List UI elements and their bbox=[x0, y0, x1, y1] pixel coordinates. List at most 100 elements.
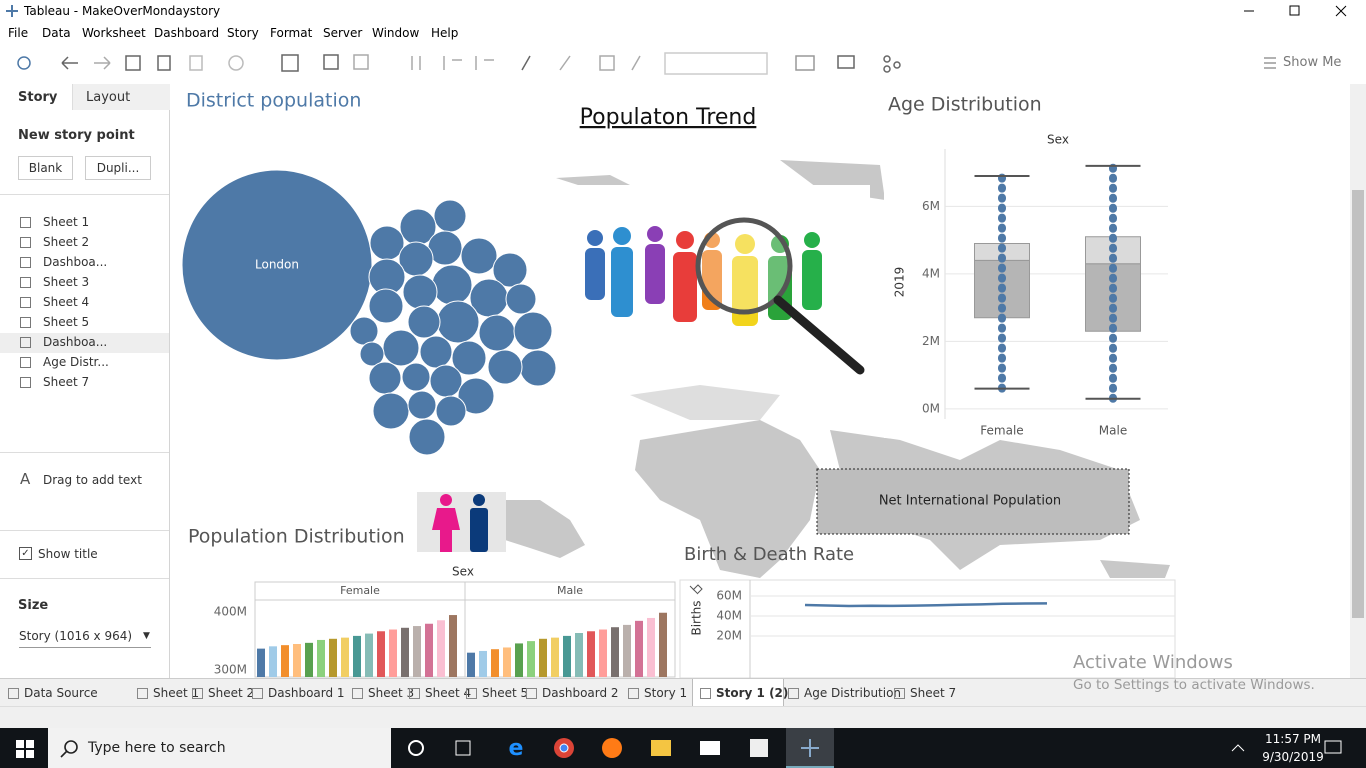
bar bbox=[413, 626, 421, 677]
bar bbox=[587, 631, 595, 677]
y-axis-title: 2019 bbox=[893, 267, 907, 298]
sheet-tab[interactable]: Dashboard 1 bbox=[268, 686, 345, 700]
map-shape bbox=[635, 420, 820, 578]
status-bar bbox=[0, 706, 1366, 729]
drag-to-add-text[interactable]: Drag to add text bbox=[43, 473, 142, 487]
magnifier-lens bbox=[695, 217, 793, 315]
bubble bbox=[401, 362, 431, 392]
size-label: Size bbox=[18, 598, 49, 613]
start-button[interactable] bbox=[16, 740, 34, 758]
map-shape bbox=[505, 500, 585, 558]
layout-tab-bg bbox=[72, 84, 170, 110]
bar bbox=[575, 633, 583, 677]
bubble bbox=[359, 341, 385, 367]
sheet-icon bbox=[20, 237, 31, 248]
story-tab[interactable]: Story bbox=[18, 90, 58, 105]
story-panel: Story Layout New story point Blank Dupli… bbox=[0, 84, 170, 678]
bubble bbox=[368, 288, 404, 324]
sheet-tab[interactable]: Sheet 3 bbox=[368, 686, 415, 700]
bar bbox=[341, 637, 349, 677]
notifications[interactable] bbox=[1323, 738, 1343, 758]
sheet-tab[interactable]: Age Distribution bbox=[804, 686, 902, 700]
scrollbar[interactable] bbox=[1350, 84, 1366, 678]
sheet-tab[interactable]: Sheet 2 bbox=[208, 686, 255, 700]
menu-item[interactable]: Format bbox=[270, 26, 313, 40]
bar bbox=[329, 638, 337, 677]
sheet-item[interactable]: Sheet 2 bbox=[43, 235, 90, 249]
sheet-tab[interactable]: Sheet 4 bbox=[425, 686, 472, 700]
sheet-item[interactable]: Sheet 1 bbox=[43, 215, 90, 229]
sheet-tab[interactable]: Data Source bbox=[24, 686, 98, 700]
dropdown-arrow[interactable]: ▼ bbox=[143, 631, 150, 641]
toolbar-icons[interactable] bbox=[0, 44, 1366, 84]
sheet-item[interactable]: Sheet 5 bbox=[43, 315, 90, 329]
bubble-label: London bbox=[255, 258, 299, 272]
bar bbox=[281, 645, 289, 677]
tab-icon bbox=[788, 688, 799, 699]
bubble bbox=[407, 305, 441, 339]
sheet-item[interactable]: Dashboa... bbox=[43, 255, 108, 269]
sheet-item[interactable]: Age Distr... bbox=[43, 355, 109, 369]
search-box[interactable] bbox=[48, 728, 391, 768]
menu-item[interactable]: Worksheet bbox=[82, 26, 146, 40]
magnifier-handle bbox=[773, 295, 865, 375]
menu-item[interactable]: Server bbox=[323, 26, 363, 40]
tray-chevron[interactable] bbox=[1228, 740, 1248, 756]
chart-frame bbox=[679, 579, 1176, 678]
sheet-tab[interactable]: Sheet 1 bbox=[153, 686, 200, 700]
size-dropdown[interactable]: Story (1016 x 964) bbox=[19, 629, 151, 648]
duplicate-button[interactable]: Dupli... bbox=[85, 156, 151, 180]
sheet-tab[interactable]: Story 1 bbox=[644, 686, 688, 700]
bubble bbox=[429, 364, 463, 398]
tab-icon bbox=[409, 688, 420, 699]
bubble bbox=[368, 361, 402, 395]
menu-item[interactable]: Data bbox=[42, 26, 71, 40]
bar bbox=[305, 642, 313, 677]
sheet-tab[interactable]: Dashboard 2 bbox=[542, 686, 619, 700]
blank-button[interactable]: Blank bbox=[18, 156, 73, 180]
menu-item[interactable]: Help bbox=[431, 26, 459, 40]
menu-item[interactable]: Dashboard bbox=[154, 26, 220, 40]
menu-item[interactable]: Window bbox=[372, 26, 420, 40]
bubble bbox=[451, 340, 487, 376]
menu-item[interactable]: File bbox=[8, 26, 29, 40]
x-axis-title: Sex bbox=[452, 565, 474, 579]
show-title-label: Show title bbox=[38, 547, 98, 561]
net-international-box[interactable] bbox=[816, 468, 1130, 535]
bar bbox=[659, 612, 667, 677]
layout-tab[interactable]: Layout bbox=[86, 90, 131, 105]
bar bbox=[503, 647, 511, 677]
story-title: Populaton Trend bbox=[580, 105, 757, 130]
y-tick-label: 4M bbox=[922, 266, 940, 280]
map-shape bbox=[1100, 560, 1170, 578]
menu-item[interactable]: Story bbox=[227, 26, 259, 40]
pin-icon[interactable] bbox=[689, 584, 703, 595]
bubble bbox=[407, 390, 437, 420]
clock-date: 9/30/2019 bbox=[1262, 750, 1324, 764]
scroll-thumb[interactable] bbox=[1352, 190, 1364, 618]
sheet-tab[interactable]: Sheet 7 bbox=[910, 686, 957, 700]
sheet-icon bbox=[20, 337, 31, 348]
window-controls[interactable] bbox=[1236, 2, 1356, 20]
y-tick-label: 40M bbox=[716, 609, 742, 623]
show-title-checkbox[interactable]: ✓ bbox=[19, 547, 32, 560]
bubble bbox=[372, 392, 410, 430]
sheet-tab[interactable]: Story 1 (2) bbox=[716, 686, 789, 700]
bar bbox=[401, 627, 409, 677]
show-me-button[interactable]: Show Me bbox=[1283, 55, 1342, 70]
bubble bbox=[457, 377, 495, 415]
bar bbox=[599, 629, 607, 677]
bubble bbox=[369, 225, 405, 261]
taskbar-apps[interactable]: e bbox=[400, 728, 840, 768]
taskbar: Type here to search e 11:57 PM 9/30/2019 bbox=[0, 728, 1366, 768]
sheet-item[interactable]: Sheet 3 bbox=[43, 275, 90, 289]
bubble bbox=[519, 349, 557, 387]
sheet-tab[interactable]: Sheet 5 bbox=[482, 686, 529, 700]
sheet-item[interactable]: Sheet 7 bbox=[43, 375, 90, 389]
sheet-item[interactable]: Dashboa... bbox=[43, 335, 108, 349]
bar bbox=[479, 650, 487, 677]
bubble bbox=[460, 237, 498, 275]
y-tick-label: 20M bbox=[716, 629, 742, 643]
sheet-tabs: Data Source Sheet 1 Sheet 2 Dashboard 1 Shee… bbox=[0, 678, 1366, 707]
sheet-item[interactable]: Sheet 4 bbox=[43, 295, 90, 309]
